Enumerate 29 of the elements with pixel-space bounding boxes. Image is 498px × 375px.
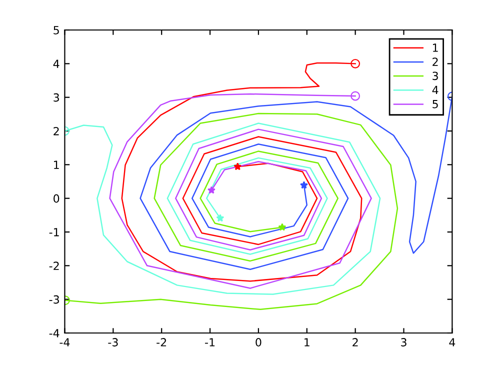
line-series [64, 112, 398, 310]
y-tick-label: 1 [54, 160, 59, 169]
y-tick-label: 0 [54, 194, 60, 203]
legend-label: 3 [432, 72, 438, 80]
x-tick-label: 4 [449, 338, 456, 346]
y-tick-label: 5 [54, 26, 59, 34]
line-series [64, 122, 381, 295]
legend-label: 5 [432, 100, 438, 108]
legend-label: 2 [432, 58, 438, 66]
x-tick-label: 1 [304, 338, 310, 346]
x-tick-label: 0 [256, 338, 262, 346]
x-tick-label: 2 [352, 338, 358, 346]
legend-label: 1 [433, 44, 438, 52]
y-tick-label: -1 [49, 228, 59, 236]
x-tick-label: -2 [156, 338, 166, 346]
x-tick-label: -4 [60, 338, 70, 346]
y-tick-label: 3 [54, 93, 59, 102]
x-tick-label: -1 [205, 338, 215, 346]
y-tick-label: -3 [49, 295, 59, 304]
point [216, 214, 224, 222]
point [300, 181, 308, 189]
x-tick-label: 3 [401, 338, 406, 346]
y-tick-label: -2 [49, 262, 59, 270]
y-tick-label: -4 [49, 329, 60, 338]
y-tick-label: 2 [54, 126, 59, 136]
y-tick-label: 4 [53, 60, 60, 68]
x-tick-label: -3 [108, 338, 118, 346]
legend-label: 4 [432, 86, 438, 94]
point [278, 223, 286, 231]
